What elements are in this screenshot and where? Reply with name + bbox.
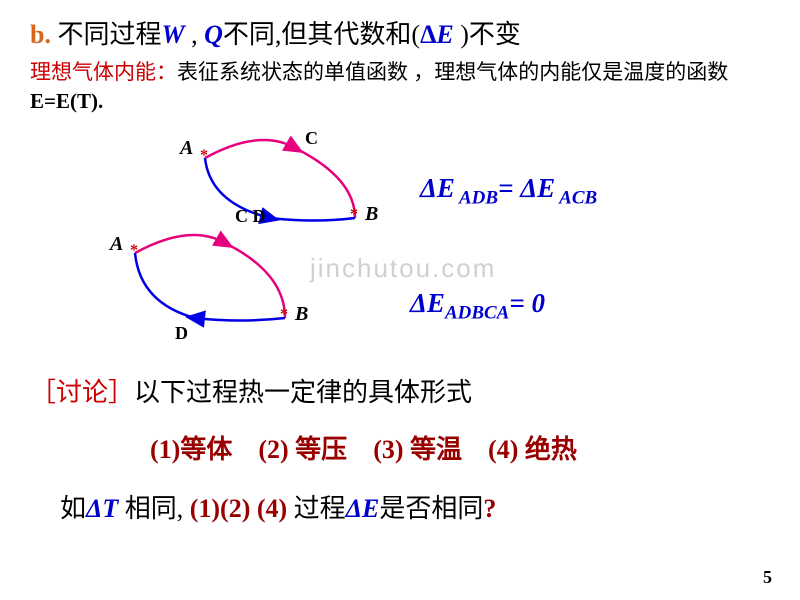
- q-mark: ?: [483, 494, 496, 523]
- discuss-word: 讨论: [56, 378, 108, 407]
- process-list: (1)等体 (2) 等压 (3) 等温 (4) 绝热: [150, 429, 770, 466]
- discuss-line: ［讨论］以下过程热一定律的具体形式: [30, 371, 770, 415]
- eq2-eq: = 0: [509, 288, 545, 318]
- label-C1: C: [305, 128, 318, 149]
- title-E: E: [436, 20, 453, 49]
- title-W: W: [161, 20, 184, 49]
- label-A1: A: [180, 137, 193, 160]
- q-dT: ΔT: [86, 494, 125, 523]
- title-b: b.: [30, 20, 51, 49]
- p2t: 等压: [289, 435, 348, 464]
- p4t: 绝热: [518, 435, 577, 464]
- discuss-text: 以下过程热一定律的具体形式: [134, 378, 472, 407]
- label-B2: B: [295, 303, 308, 326]
- bracket-open: ［: [30, 378, 56, 407]
- equation-2: ΔEADBCA= 0: [410, 288, 545, 324]
- p1t: 等体: [180, 435, 232, 464]
- p3n: (3): [373, 435, 403, 464]
- title-t2: 不同,但其代数和(: [223, 20, 420, 49]
- q-t4: 是否相同: [379, 494, 483, 523]
- title-line: b. 不同过程W , Q不同,但其代数和(ΔE )不变: [30, 18, 770, 52]
- p4n: (4): [488, 435, 518, 464]
- star-B1: *: [350, 206, 358, 224]
- eq2-dE: ΔE: [410, 288, 445, 318]
- label-B1: B: [365, 203, 378, 226]
- equation-1: ΔE ADB= ΔE ACB: [420, 173, 597, 209]
- star-A1: *: [200, 147, 208, 165]
- subtitle-black: 表征系统状态的单值函数 ，理想气体的内能仅是温度的函数: [177, 60, 728, 84]
- subtitle: 理想气体内能：表征系统状态的单值函数 ，理想气体的内能仅是温度的函数 E=E(T…: [30, 58, 770, 117]
- q-t1: 如: [60, 494, 86, 523]
- star-A2: *: [130, 242, 138, 260]
- subtitle-red: 理想气体内能：: [30, 60, 177, 84]
- q-nums: (1)(2) (4): [190, 494, 294, 523]
- q-t3: 过程: [294, 494, 346, 523]
- title-t3: )不变: [454, 20, 521, 49]
- subtitle-eq: E=E(T).: [30, 89, 103, 113]
- p3t: 等温: [404, 435, 463, 464]
- label-CD: C D: [235, 206, 266, 227]
- title-delta: Δ: [420, 20, 436, 49]
- question-line: 如ΔT 相同, (1)(2) (4) 过程ΔE是否相同?: [60, 488, 770, 525]
- eq1-sub1: ADB: [455, 187, 498, 208]
- title-t1: 不同过程: [51, 20, 162, 49]
- eq1-dE2: ΔE: [520, 173, 555, 203]
- eq1-eq: =: [498, 173, 520, 203]
- eq1-dE: ΔE: [420, 173, 455, 203]
- title-Q: Q: [204, 20, 223, 49]
- label-D2: D: [175, 323, 188, 344]
- eq1-sub2: ACB: [555, 187, 597, 208]
- eq2-sub: ADBCA: [445, 302, 509, 323]
- diagram-area: jinchutou.com: [30, 123, 770, 363]
- page-number: 5: [763, 567, 772, 588]
- p1n: (1): [150, 435, 180, 464]
- star-B2: *: [280, 306, 288, 324]
- p2n: (2): [258, 435, 288, 464]
- label-A2: A: [110, 233, 123, 256]
- bracket-close: ］: [108, 378, 134, 407]
- q-dE: ΔE: [346, 494, 380, 523]
- path-diagram: [100, 123, 400, 363]
- q-t2: 相同,: [125, 494, 190, 523]
- title-comma: ,: [185, 20, 205, 49]
